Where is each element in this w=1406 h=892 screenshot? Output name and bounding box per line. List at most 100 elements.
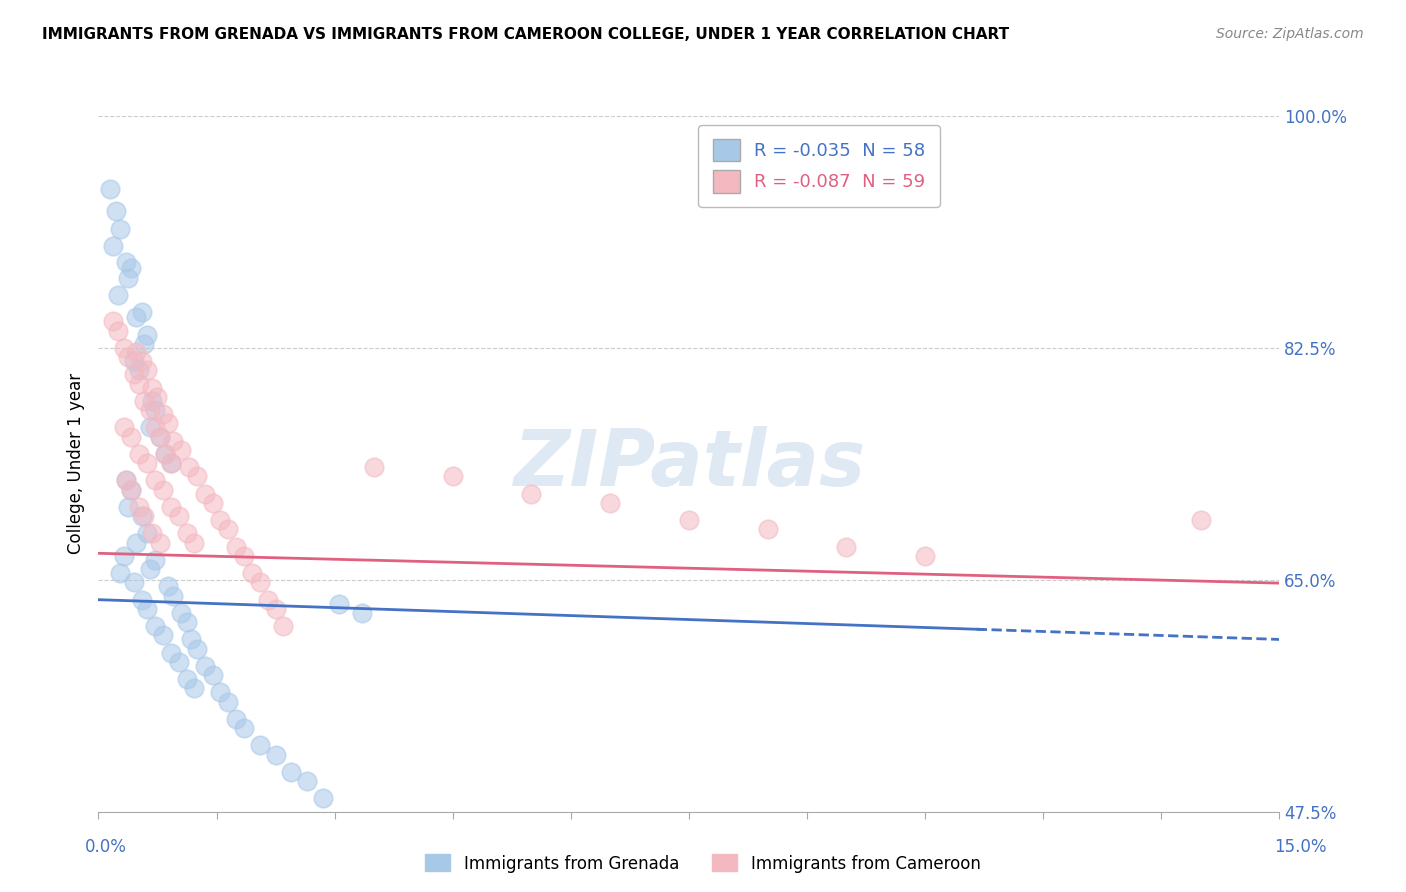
Point (176, 526, 198, 541)
Point (167, 655, 190, 669)
Point (167, 509, 190, 524)
Point (131, 305, 153, 319)
Point (143, 403, 166, 417)
Point (125, 310, 148, 325)
Point (115, 254, 138, 268)
Point (441, 469, 464, 483)
Point (225, 712, 247, 726)
Point (117, 270, 139, 285)
Point (112, 341, 135, 355)
Point (104, 204, 127, 219)
Legend: R = -0.035  N = 58, R = -0.087  N = 59: R = -0.035 N = 58, R = -0.087 N = 59 (699, 125, 939, 207)
Point (177, 460, 200, 475)
Point (143, 619, 166, 633)
Point (835, 540, 858, 554)
Point (131, 592, 153, 607)
Point (107, 324, 129, 338)
Point (101, 239, 124, 253)
Point (98, 182, 121, 196)
Point (136, 602, 159, 616)
Point (112, 549, 135, 563)
Point (138, 420, 160, 434)
Point (160, 646, 183, 660)
Point (201, 496, 224, 510)
Point (233, 721, 256, 735)
Point (156, 579, 179, 593)
Point (152, 483, 174, 497)
Point (233, 549, 256, 563)
Point (138, 403, 160, 417)
Point (110, 566, 132, 581)
Y-axis label: College, Under 1 year: College, Under 1 year (66, 373, 84, 555)
Point (194, 486, 217, 500)
Text: ZIPatlas: ZIPatlas (513, 425, 865, 502)
Point (1189, 513, 1212, 527)
Point (143, 553, 166, 567)
Point (136, 526, 159, 541)
Point (138, 562, 160, 576)
Point (155, 447, 177, 461)
Point (149, 430, 172, 444)
Point (162, 589, 184, 603)
Legend: Immigrants from Grenada, Immigrants from Cameroon: Immigrants from Grenada, Immigrants from… (419, 847, 987, 880)
Point (160, 456, 183, 470)
Point (141, 526, 163, 541)
Point (143, 420, 166, 434)
Point (264, 602, 287, 616)
Point (295, 774, 318, 789)
Point (599, 496, 621, 510)
Point (249, 739, 271, 753)
Point (194, 659, 217, 673)
Point (141, 381, 163, 395)
Point (115, 474, 138, 488)
Point (209, 685, 232, 699)
Point (225, 540, 247, 554)
Text: IMMIGRANTS FROM GRENADA VS IMMIGRANTS FROM CAMEROON COLLEGE, UNDER 1 YEAR CORREL: IMMIGRANTS FROM GRENADA VS IMMIGRANTS FR… (42, 27, 1010, 42)
Point (128, 447, 150, 461)
Point (136, 456, 159, 470)
Point (160, 500, 183, 514)
Point (107, 288, 129, 302)
Point (122, 354, 145, 368)
Point (110, 221, 132, 235)
Point (125, 535, 148, 549)
Point (160, 456, 183, 470)
Point (914, 549, 936, 563)
Point (217, 523, 239, 537)
Text: Source: ZipAtlas.com: Source: ZipAtlas.com (1216, 27, 1364, 41)
Point (152, 407, 174, 421)
Point (117, 500, 139, 514)
Point (131, 354, 153, 368)
Point (112, 420, 135, 434)
Point (186, 469, 208, 483)
Point (217, 695, 239, 709)
Point (176, 672, 198, 686)
Point (117, 350, 139, 364)
Point (170, 442, 193, 457)
Point (170, 606, 193, 620)
Point (520, 486, 543, 500)
Point (128, 500, 150, 514)
Point (122, 368, 145, 382)
Point (131, 509, 153, 524)
Point (209, 513, 232, 527)
Point (121, 261, 143, 276)
Point (249, 575, 271, 590)
Point (176, 615, 198, 630)
Text: 0.0%: 0.0% (84, 838, 127, 855)
Point (152, 628, 174, 642)
Point (273, 619, 295, 633)
Point (186, 641, 208, 656)
Point (128, 376, 150, 391)
Point (352, 606, 374, 620)
Point (136, 363, 159, 377)
Point (125, 344, 148, 359)
Point (132, 509, 155, 524)
Text: 15.0%: 15.0% (1274, 838, 1327, 855)
Point (756, 523, 779, 537)
Point (136, 327, 159, 342)
Point (121, 483, 143, 497)
Point (122, 575, 145, 590)
Point (121, 483, 143, 497)
Point (678, 513, 700, 527)
